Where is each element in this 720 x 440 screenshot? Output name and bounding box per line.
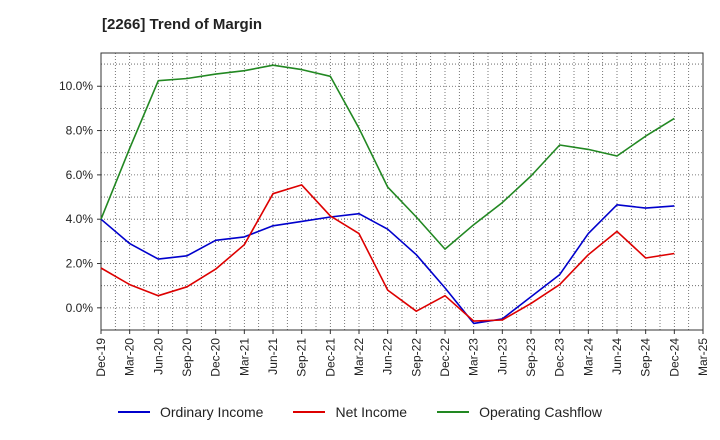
- x-tick-label: Mar-21: [237, 338, 251, 376]
- legend-swatch: [293, 411, 326, 413]
- legend-item-net-income: Net Income: [293, 404, 407, 420]
- y-tick-label: 10.0%: [59, 79, 93, 93]
- series-line-net-income: [100, 184, 675, 322]
- x-tick-label: Dec-19: [94, 338, 108, 377]
- x-tick-label: Jun-23: [495, 338, 509, 375]
- legend-swatch: [437, 411, 470, 413]
- x-tick-label: Dec-23: [553, 338, 567, 377]
- y-tick-label: 4.0%: [66, 212, 94, 226]
- legend: Ordinary Income Net Income Operating Cashf…: [0, 404, 720, 420]
- x-tick-label: Dec-21: [323, 338, 337, 377]
- series-line-operating-cashflow: [100, 64, 675, 250]
- x-tick-label: Mar-20: [123, 338, 137, 376]
- x-tick-label: Mar-23: [467, 338, 481, 376]
- legend-item-operating-cashflow: Operating Cashflow: [437, 404, 602, 420]
- grid-layer: [100, 53, 704, 331]
- x-tick-label: Mar-24: [581, 338, 595, 376]
- chart-title: [2266] Trend of Margin: [102, 16, 263, 33]
- x-tick-label: Dec-20: [209, 338, 223, 377]
- series-layer: [100, 64, 675, 325]
- y-tick-label: 0.0%: [66, 301, 94, 315]
- x-tick-label: Sep-24: [639, 338, 653, 377]
- x-tick-label: Jun-22: [381, 338, 395, 375]
- legend-label: Operating Cashflow: [479, 404, 603, 420]
- x-tick-label: Sep-20: [180, 338, 194, 377]
- x-tick-label: Jun-24: [610, 338, 624, 375]
- legend-label: Ordinary Income: [159, 404, 264, 420]
- x-tick-label: Mar-22: [352, 338, 366, 376]
- x-tick-label: Dec-24: [667, 338, 681, 377]
- x-tick-label: Sep-23: [524, 338, 538, 377]
- y-tick-label: 6.0%: [66, 168, 94, 182]
- axis-layer: [97, 52, 704, 334]
- legend-item-ordinary-income: Ordinary Income: [117, 404, 264, 420]
- legend-swatch: [117, 411, 150, 413]
- x-tick-label: Jun-21: [266, 338, 280, 375]
- x-tick-labels: Dec-19 Mar-20 Jun-20 Sep-20 Dec-20 Mar-21 Jun-…: [94, 338, 710, 377]
- legend-label: Net Income: [335, 404, 408, 420]
- y-tick-label: 8.0%: [66, 124, 94, 138]
- plot-frame: [100, 52, 704, 331]
- x-tick-label: Sep-21: [295, 338, 309, 377]
- x-tick-label: Jun-20: [151, 338, 165, 375]
- x-tick-label: Sep-22: [409, 338, 423, 377]
- y-tick-label: 2.0%: [66, 257, 94, 271]
- y-tick-labels: 0.0% 2.0% 4.0% 6.0% 8.0% 10.0%: [59, 79, 93, 315]
- series-line-ordinary-income: [100, 204, 675, 325]
- x-tick-label: Mar-25: [696, 338, 710, 376]
- x-tick-label: Dec-22: [438, 338, 452, 377]
